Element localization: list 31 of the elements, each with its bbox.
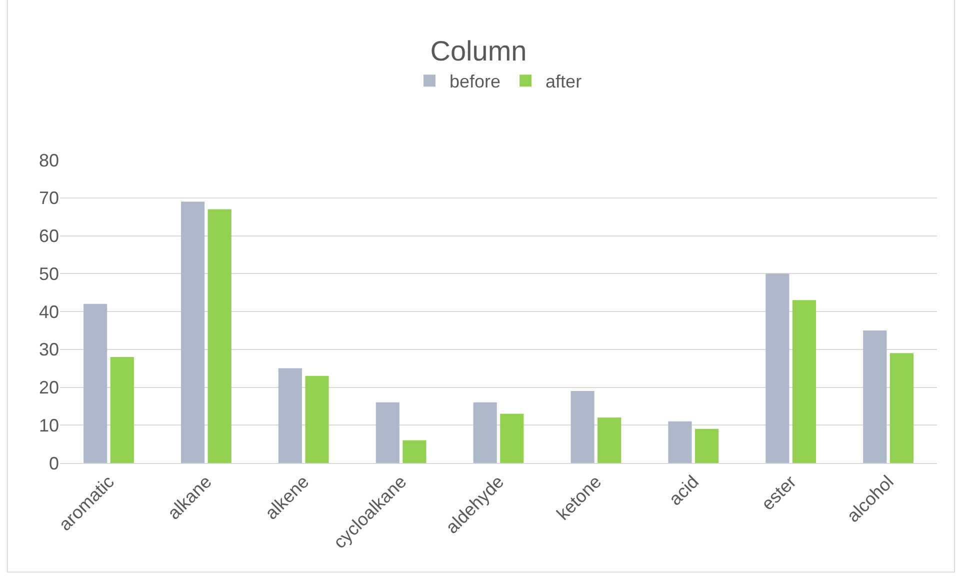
bar (695, 428, 719, 463)
y-tick-label: 40 (38, 302, 59, 322)
bar (305, 376, 329, 463)
bar (792, 300, 816, 463)
y-tick-label: 10 (38, 415, 59, 436)
chart-title: Column (430, 35, 527, 66)
bar (570, 391, 594, 463)
bar (890, 353, 914, 463)
bar (598, 418, 622, 463)
bar (110, 356, 134, 463)
y-tick-label: 20 (38, 378, 59, 398)
legend-label: after (546, 72, 582, 92)
y-tick-label: 80 (38, 150, 59, 170)
bar (208, 209, 232, 463)
bar (84, 304, 108, 463)
legend-label: before (450, 72, 501, 92)
bar (180, 202, 205, 463)
bar (863, 330, 887, 463)
y-tick-label: 0 (48, 453, 59, 474)
bar (376, 402, 400, 463)
y-tick-label: 70 (38, 188, 59, 208)
x-tick-label: acid (665, 472, 703, 510)
y-tick-label: 50 (38, 264, 59, 284)
y-tick-label: 30 (38, 340, 59, 360)
bar (402, 440, 426, 463)
bar (766, 274, 790, 463)
bar (473, 402, 497, 463)
bar (668, 421, 692, 463)
bar (278, 368, 302, 463)
bar (500, 414, 524, 463)
y-tick-label: 60 (38, 226, 59, 246)
